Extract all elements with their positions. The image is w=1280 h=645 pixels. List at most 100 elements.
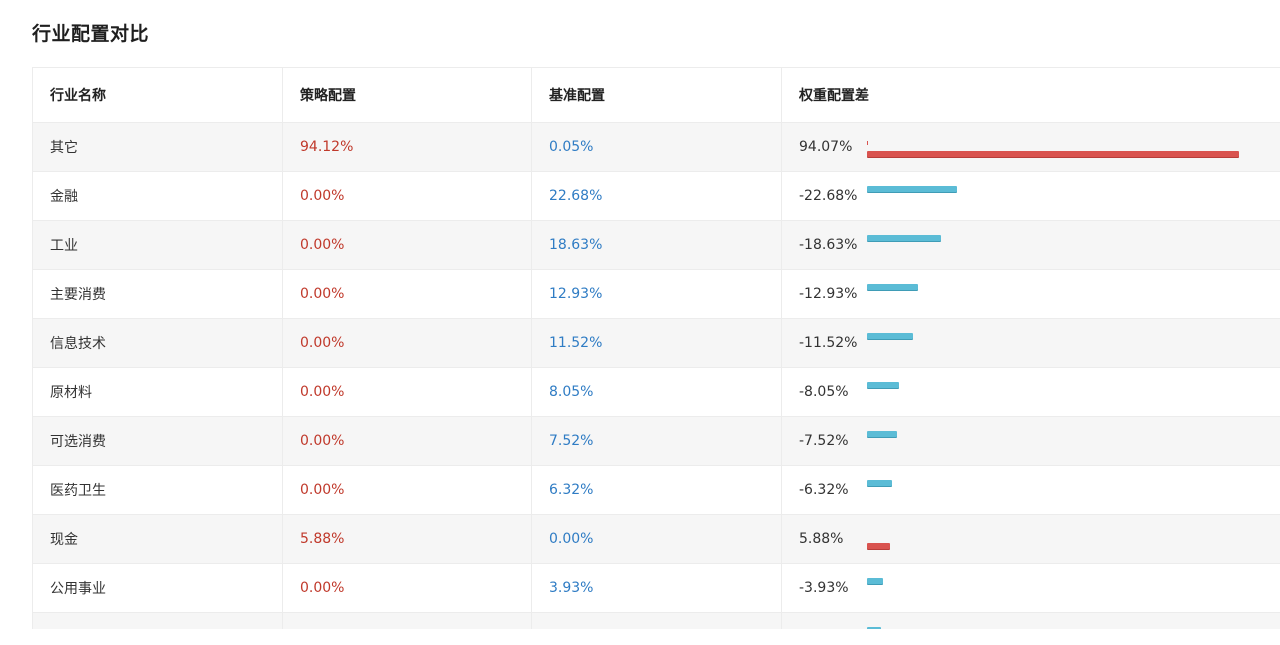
weight-difference-bar-area [867,368,1247,416]
weight-difference-cell: 5.88% [781,514,1280,564]
weight-difference-wrap: -3.64% [799,613,1280,629]
negative-weight-bar [867,627,881,629]
positive-weight-bar [867,543,890,549]
negative-weight-bar [867,382,899,388]
benchmark-allocation-cell: 3.64% [531,612,782,629]
weight-difference-value: -8.05% [799,384,849,400]
strategy-allocation-cell: 0.00% [282,612,532,629]
weight-difference-bar-area [867,466,1247,514]
table-row: 现金 5.88% 0.00% 5.88% [32,514,1280,564]
benchmark-allocation-cell: 11.52% [531,318,782,368]
negative-weight-bar [867,480,892,486]
industry-name-cell: 主要消费 [32,269,283,319]
benchmark-allocation-cell: 12.93% [531,269,782,319]
industry-allocation-table-viewport[interactable]: 行业名称 策略配置 基准配置 权重配置差 其它 94.12% 0.05% 94.07%… [32,67,1280,629]
strategy-allocation-cell: 0.00% [282,465,532,515]
industry-name-cell: 现金 [32,514,283,564]
weight-difference-wrap: -8.05% [799,368,1280,416]
weight-difference-wrap: -6.32% [799,466,1280,514]
table-header-row: 行业名称 策略配置 基准配置 权重配置差 [32,67,1280,123]
weight-difference-bar-area [867,564,1247,612]
benchmark-allocation-cell: 0.00% [531,514,782,564]
weight-difference-wrap: -7.52% [799,417,1280,465]
positive-weight-bar [867,151,1239,157]
table-row: 能源0.00%3.64% -3.64% [32,612,1280,629]
industry-name-cell: 金融 [32,171,283,221]
column-header-strategy-allocation: 策略配置 [282,67,532,123]
table-body: 其它 94.12% 0.05% 94.07% 金融 0.00% 22.68% -22.68% 工… [32,122,1280,629]
weight-difference-cell: -3.93% [781,563,1280,613]
weight-difference-wrap: -22.68% [799,172,1280,220]
bar-tick-mark [867,141,868,145]
benchmark-allocation-cell: 8.05% [531,367,782,417]
weight-difference-value: -22.68% [799,188,858,204]
negative-weight-bar [867,235,941,241]
industry-name-cell: 能源 [32,612,283,629]
weight-difference-bar-area [867,515,1247,563]
weight-difference-cell: -7.52% [781,416,1280,466]
weight-difference-value: 5.88% [799,531,844,547]
benchmark-allocation-cell: 22.68% [531,171,782,221]
strategy-allocation-cell: 0.00% [282,220,532,270]
weight-difference-wrap: 94.07% [799,123,1280,171]
column-header-benchmark-allocation: 基准配置 [531,67,782,123]
weight-difference-cell: -6.32% [781,465,1280,515]
table-row: 原材料 0.00% 8.05% -8.05% [32,367,1280,417]
weight-difference-bar-area [867,417,1247,465]
table-row: 信息技术 0.00% 11.52% -11.52% [32,318,1280,368]
industry-name-cell: 其它 [32,122,283,172]
weight-difference-bar-area [867,613,1247,629]
benchmark-allocation-cell: 18.63% [531,220,782,270]
negative-weight-bar [867,431,897,437]
weight-difference-bar-area [867,172,1247,220]
negative-weight-bar [867,333,913,339]
weight-difference-value: -11.52% [799,335,858,351]
strategy-allocation-cell: 0.00% [282,269,532,319]
strategy-allocation-cell: 94.12% [282,122,532,172]
weight-difference-bar-area [867,221,1247,269]
weight-difference-wrap: -12.93% [799,270,1280,318]
benchmark-allocation-cell: 3.93% [531,563,782,613]
weight-difference-cell: -18.63% [781,220,1280,270]
column-header-weight-difference: 权重配置差 [781,67,1280,123]
weight-difference-wrap: -11.52% [799,319,1280,367]
strategy-allocation-cell: 0.00% [282,171,532,221]
benchmark-allocation-cell: 7.52% [531,416,782,466]
negative-weight-bar [867,578,883,584]
industry-allocation-table: 行业名称 策略配置 基准配置 权重配置差 其它 94.12% 0.05% 94.07%… [32,67,1280,629]
industry-name-cell: 医药卫生 [32,465,283,515]
negative-weight-bar [867,186,957,192]
weight-difference-wrap: 5.88% [799,515,1280,563]
page-title: 行业配置对比 [32,23,150,45]
strategy-allocation-cell: 0.00% [282,367,532,417]
strategy-allocation-cell: 5.88% [282,514,532,564]
industry-name-cell: 公用事业 [32,563,283,613]
weight-difference-bar-area [867,319,1247,367]
benchmark-allocation-cell: 6.32% [531,465,782,515]
table-row: 其它 94.12% 0.05% 94.07% [32,122,1280,172]
weight-difference-value: 94.07% [799,139,853,155]
table-row: 医药卫生 0.00% 6.32% -6.32% [32,465,1280,515]
column-header-industry-name: 行业名称 [32,67,283,123]
industry-name-cell: 原材料 [32,367,283,417]
weight-difference-value: -3.93% [799,580,849,596]
table-row: 工业 0.00% 18.63% -18.63% [32,220,1280,270]
negative-weight-bar [867,284,918,290]
weight-difference-value: -18.63% [799,237,858,253]
benchmark-allocation-cell: 0.05% [531,122,782,172]
weight-difference-cell: 94.07% [781,122,1280,172]
industry-name-cell: 可选消费 [32,416,283,466]
table-row: 金融 0.00% 22.68% -22.68% [32,171,1280,221]
strategy-allocation-cell: 0.00% [282,416,532,466]
weight-difference-cell: -3.64% [781,612,1280,629]
weight-difference-cell: -11.52% [781,318,1280,368]
strategy-allocation-cell: 0.00% [282,563,532,613]
strategy-allocation-cell: 0.00% [282,318,532,368]
weight-difference-cell: -8.05% [781,367,1280,417]
weight-difference-value: -12.93% [799,286,858,302]
industry-name-cell: 工业 [32,220,283,270]
weight-difference-value: -7.52% [799,433,849,449]
table-row: 主要消费 0.00% 12.93% -12.93% [32,269,1280,319]
industry-name-cell: 信息技术 [32,318,283,368]
weight-difference-bar-area [867,123,1247,171]
